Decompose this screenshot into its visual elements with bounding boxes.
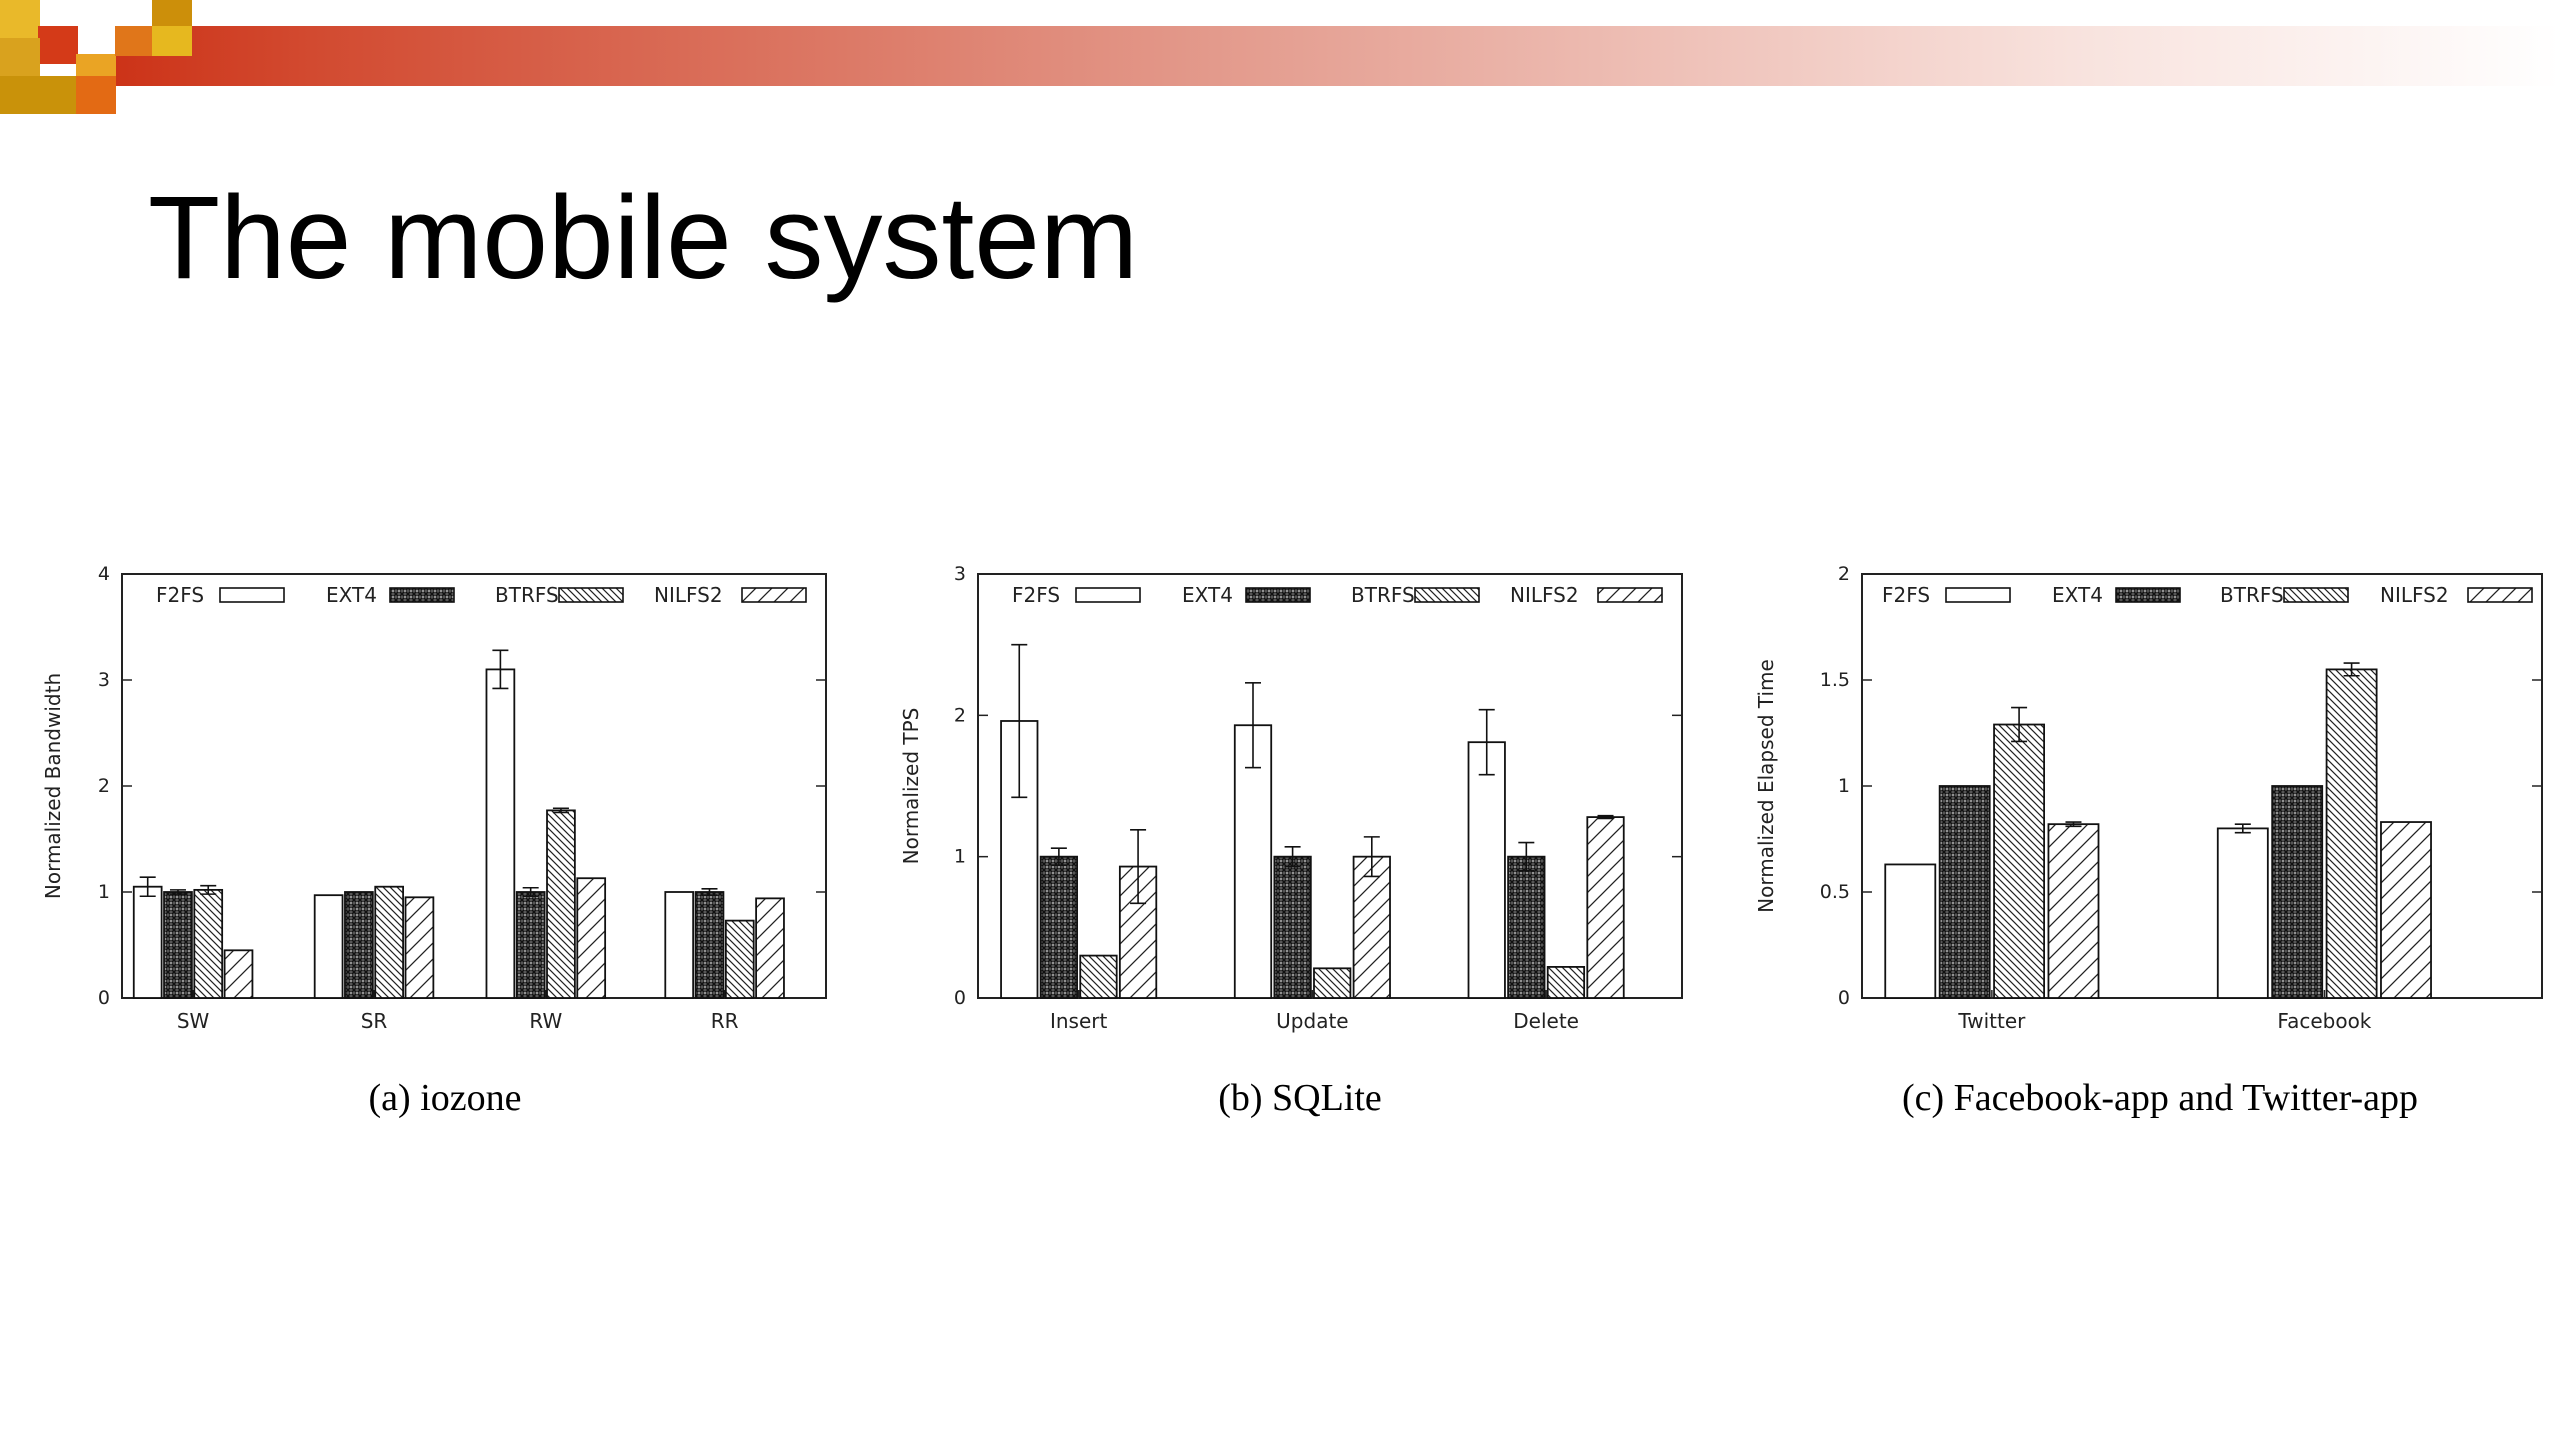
y-tick-label: 0 — [1838, 987, 1850, 1009]
y-tick-label: 1.5 — [1820, 669, 1850, 691]
y-tick-label: 2 — [954, 704, 966, 726]
apps-caption: (c) Facebook-app and Twitter-app — [1902, 1077, 2418, 1119]
legend-label-btrfs: BTRFS — [495, 583, 559, 607]
slide-title: The mobile system — [148, 172, 1139, 304]
x-category-label: SR — [361, 1009, 388, 1033]
bar-btrfs-sw — [193, 888, 224, 999]
bar-f2fs-rw — [485, 668, 516, 999]
y-tick-label: 0 — [954, 987, 966, 1009]
y-tick-label: 2 — [1838, 563, 1850, 585]
legend-swatch-ext4 — [1245, 587, 1311, 603]
legend-label-btrfs: BTRFS — [1351, 583, 1415, 607]
legend-label-f2fs: F2FS — [1012, 583, 1060, 607]
y-tick-label: 1 — [954, 846, 966, 868]
bar-ext4-facebook — [2271, 785, 2324, 999]
legend-swatch-f2fs — [1075, 587, 1141, 603]
app-elapsed-time-chart: 0 0.5 1 1.5 2 Normalized Elapsed Time Twitter F… — [1754, 563, 2543, 1119]
bar-nilfs2-delete — [1586, 816, 1625, 999]
sqlite-chart: 0 1 2 3 Normalized TPS Insert Update Delete F2FS… — [899, 563, 1683, 1119]
y-tick-label: 0 — [98, 987, 110, 1009]
bar-nilfs2-rr — [755, 897, 785, 999]
bar-f2fs-rr — [664, 891, 695, 999]
bar-btrfs-twitter — [1993, 723, 2046, 999]
legend-label-ext4: EXT4 — [1182, 583, 1233, 607]
bar-btrfs-rr — [724, 919, 755, 999]
y-tick-label: 0.5 — [1820, 881, 1850, 903]
bar-ext4-twitter — [1938, 785, 1991, 999]
legend-swatch-nilfs2 — [741, 587, 807, 603]
legend-swatch-f2fs — [219, 587, 285, 603]
legend-swatch-f2fs — [1945, 587, 2011, 603]
legend-swatch-ext4 — [2115, 587, 2181, 603]
bar-ext4-delete — [1507, 855, 1546, 999]
bar-btrfs-insert — [1079, 954, 1118, 999]
x-category-label: RR — [711, 1009, 739, 1033]
legend-swatch-nilfs2 — [1597, 587, 1663, 603]
banner-gradient-bar — [115, 26, 2560, 86]
bar-ext4-rw — [515, 891, 546, 999]
y-tick-label: 3 — [954, 563, 966, 585]
banner-logo-squares — [0, 0, 192, 114]
legend-label-f2fs: F2FS — [156, 583, 204, 607]
bar-ext4-insert — [1039, 855, 1078, 999]
y-tick-label: 3 — [98, 669, 110, 691]
apps-y-axis-label: Normalized Elapsed Time — [1754, 659, 1778, 913]
bar-btrfs-sr — [374, 885, 404, 999]
y-tick-label: 2 — [98, 775, 110, 797]
legend-swatch-ext4 — [389, 587, 455, 603]
bar-ext4-sw — [163, 891, 193, 999]
iozone-chart: 0 1 2 3 4 Normalized Bandwidth SW SR RW RR F2FS EXT… — [41, 563, 827, 1119]
bar-ext4-sr — [344, 891, 374, 999]
iozone-caption: (a) iozone — [369, 1077, 522, 1119]
x-category-label: Update — [1276, 1009, 1348, 1033]
legend-label-nilfs2: NILFS2 — [1510, 583, 1579, 607]
bar-nilfs2-rw — [576, 877, 607, 999]
x-category-label: Twitter — [1957, 1009, 2026, 1033]
legend-swatch-btrfs — [558, 587, 624, 603]
bar-f2fs-twitter — [1884, 863, 1937, 999]
bar-btrfs-facebook — [2325, 668, 2378, 999]
bar-nilfs2-twitter — [2047, 823, 2100, 999]
iozone-y-axis-label: Normalized Bandwidth — [41, 673, 65, 899]
bar-f2fs-sw — [132, 885, 163, 999]
bar-f2fs-facebook — [2216, 827, 2269, 999]
sqlite-y-axis-label: Normalized TPS — [899, 708, 923, 865]
x-category-label: Facebook — [2277, 1009, 2371, 1033]
legend-label-nilfs2: NILFS2 — [2380, 583, 2449, 607]
decorative-banner — [0, 0, 2560, 114]
sqlite-plot-frame — [977, 573, 1683, 999]
sqlite-caption: (b) SQLite — [1218, 1077, 1382, 1119]
y-tick-label: 1 — [1838, 775, 1850, 797]
legend-label-btrfs: BTRFS — [2220, 583, 2284, 607]
legend-label-f2fs: F2FS — [1882, 583, 1930, 607]
y-tick-label: 4 — [98, 563, 110, 585]
bar-f2fs-delete — [1467, 741, 1506, 999]
legend-label-ext4: EXT4 — [2052, 583, 2103, 607]
x-category-label: SW — [177, 1009, 210, 1033]
bar-nilfs2-sr — [404, 896, 435, 999]
x-category-label: Insert — [1050, 1009, 1108, 1033]
x-category-label: Delete — [1513, 1009, 1579, 1033]
bar-ext4-rr — [694, 891, 725, 999]
bar-nilfs2-facebook — [2380, 821, 2432, 999]
bar-f2fs-update — [1233, 724, 1273, 999]
legend-swatch-nilfs2 — [2467, 587, 2533, 603]
bar-f2fs-sr — [313, 894, 344, 999]
legend-label-nilfs2: NILFS2 — [654, 583, 723, 607]
legend-label-ext4: EXT4 — [326, 583, 377, 607]
bar-nilfs2-update — [1352, 855, 1391, 999]
x-category-label: RW — [529, 1009, 562, 1033]
bar-btrfs-delete — [1546, 966, 1586, 999]
y-tick-label: 1 — [98, 881, 110, 903]
bar-btrfs-rw — [546, 809, 576, 999]
legend-swatch-btrfs — [1414, 587, 1480, 603]
bar-ext4-update — [1273, 855, 1312, 999]
bar-nilfs2-sw — [223, 949, 254, 999]
bar-btrfs-update — [1313, 967, 1352, 999]
legend-swatch-btrfs — [2283, 587, 2349, 603]
